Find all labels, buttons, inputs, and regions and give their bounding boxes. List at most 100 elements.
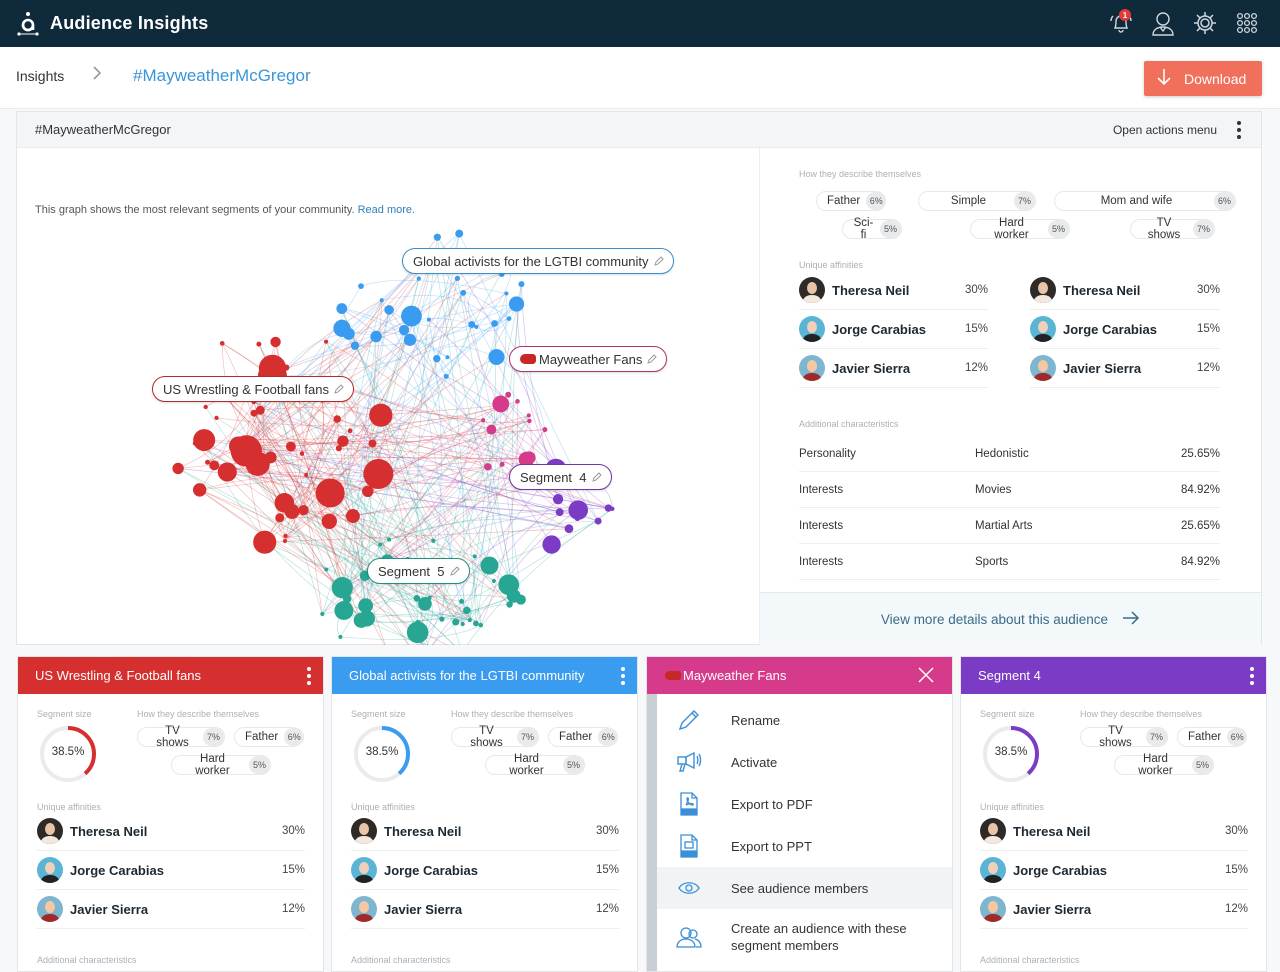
read-more-link[interactable]: Read more. xyxy=(357,204,416,216)
avatar xyxy=(799,277,825,303)
affinity-row[interactable]: Theresa Neil 30% xyxy=(980,812,1248,851)
edit-pencil-icon[interactable] xyxy=(646,353,658,365)
characteristic-category: Interests xyxy=(799,520,844,532)
more-vertical-icon[interactable] xyxy=(307,667,311,685)
affinity-row[interactable]: Theresa Neil 30% xyxy=(37,812,305,851)
menu-item-rename[interactable]: Rename xyxy=(657,699,952,741)
affinity-percentage: 12% xyxy=(281,903,305,915)
segments-network-graph[interactable]: This graph shows the most relevant segme… xyxy=(17,148,759,645)
graph-label-mayweather[interactable]: Mayweather Fans xyxy=(509,346,668,372)
affinity-row[interactable]: Javier Sierra 12% xyxy=(799,349,988,388)
app-logo-icon[interactable] xyxy=(16,10,40,38)
more-vertical-icon[interactable] xyxy=(621,667,625,685)
affinity-name: Jorge Carabias xyxy=(1013,862,1107,878)
affinity-name: Jorge Carabias xyxy=(1063,321,1157,337)
avatar xyxy=(980,818,1006,844)
view-more-details-link[interactable]: View more details about this audience xyxy=(760,592,1261,645)
characteristic-percentage: 84.92% xyxy=(1180,556,1220,568)
download-label: Download xyxy=(1184,70,1247,87)
characteristics-section-label: Additional characteristics xyxy=(799,419,899,429)
breadcrumb-insights-link[interactable]: Insights xyxy=(16,68,65,84)
characteristic-percentage: 25.65% xyxy=(1180,448,1220,460)
edit-pencil-icon[interactable] xyxy=(591,471,603,483)
segment-size-label: Segment size xyxy=(980,709,1035,719)
describe-tag: Simple 7% xyxy=(918,191,1036,211)
edit-pencil-icon[interactable] xyxy=(333,383,345,395)
graph-label-us-wrestling[interactable]: US Wrestling & Football fans xyxy=(152,376,354,402)
edit-pencil-icon[interactable] xyxy=(653,255,665,267)
graph-label-lgtbi[interactable]: Global activists for the LGTBI community xyxy=(402,248,674,274)
avatar xyxy=(37,857,63,883)
affinity-row[interactable]: Jorge Carabias 15% xyxy=(351,851,619,890)
graph-label-segment-5[interactable]: Segment 5 xyxy=(367,558,470,584)
graph-label-segment-4[interactable]: Segment 4 xyxy=(509,464,612,490)
network-graph-canvas[interactable] xyxy=(17,148,759,645)
affinity-name: Theresa Neil xyxy=(1063,282,1141,298)
affinity-row[interactable]: Theresa Neil 30% xyxy=(1030,271,1220,310)
describe-tag: Father 6% xyxy=(816,191,887,211)
more-vertical-icon[interactable] xyxy=(1250,667,1254,685)
affinity-percentage: 12% xyxy=(1196,362,1220,374)
describe-tag: Father 6% xyxy=(234,727,305,747)
megaphone-icon xyxy=(675,748,703,776)
characteristic-row: Interests Martial Arts 25.65% xyxy=(799,508,1220,544)
avatar xyxy=(351,896,377,922)
settings-gear-icon[interactable] xyxy=(1190,8,1220,38)
menu-item-export-pdf[interactable]: Export to PDF xyxy=(657,783,952,825)
affinity-name: Javier Sierra xyxy=(384,901,463,917)
affinity-percentage: 30% xyxy=(281,825,305,837)
affinity-name: Jorge Carabias xyxy=(832,321,926,337)
characteristics-section-label: Additional characteristics xyxy=(351,955,451,965)
segment-card-header: US Wrestling & Football fans xyxy=(18,657,323,694)
download-button[interactable]: Download xyxy=(1144,61,1262,96)
affinity-name: Javier Sierra xyxy=(70,901,149,917)
affinity-percentage: 30% xyxy=(1224,825,1248,837)
affinity-name: Theresa Neil xyxy=(1013,823,1091,839)
affinity-row[interactable]: Javier Sierra 12% xyxy=(1030,349,1220,388)
affinity-percentage: 15% xyxy=(281,864,305,876)
top-navigation-bar: Audience Insights 1 xyxy=(0,0,1280,47)
affinity-row[interactable]: Javier Sierra 12% xyxy=(37,890,305,929)
characteristic-category: Personality xyxy=(799,448,856,460)
open-actions-menu-link[interactable]: Open actions menu xyxy=(1112,123,1217,137)
describe-tag: Hard worker 5% xyxy=(1114,753,1214,777)
affinity-name: Theresa Neil xyxy=(70,823,148,839)
card-title: #MayweatherMcGregor xyxy=(35,122,171,137)
describe-tag: Father 6% xyxy=(548,727,619,747)
affinity-row[interactable]: Theresa Neil 30% xyxy=(351,812,619,851)
describe-section-label: How they describe themselves xyxy=(451,709,574,719)
affinity-percentage: 15% xyxy=(595,864,619,876)
menu-item-see-members[interactable]: See audience members xyxy=(657,867,952,909)
segment-card-header: Segment 4 xyxy=(961,657,1266,694)
close-icon[interactable] xyxy=(918,667,934,686)
segment-size-donut xyxy=(40,726,96,782)
menu-item-create-audience[interactable]: Create an audience with these segment me… xyxy=(657,912,952,962)
affinity-row[interactable]: Theresa Neil 30% xyxy=(799,271,988,310)
affinity-row[interactable]: Jorge Carabias 15% xyxy=(1030,310,1220,349)
segment-card-us-wrestling: US Wrestling & Football fans Segment siz… xyxy=(17,656,324,972)
describe-tag: Sci-fi 5% xyxy=(842,217,902,241)
pdf-file-icon xyxy=(675,790,703,818)
affinity-row[interactable]: Jorge Carabias 15% xyxy=(37,851,305,890)
more-vertical-icon[interactable] xyxy=(1237,121,1241,139)
notifications-bell-icon[interactable]: 1 xyxy=(1106,8,1136,38)
affinity-percentage: 12% xyxy=(595,903,619,915)
menu-item-activate[interactable]: Activate xyxy=(657,741,952,783)
audience-details-pane: How they describe themselves Father 6% Si… xyxy=(760,148,1261,645)
menu-item-export-ppt[interactable]: Export to PPT xyxy=(657,825,952,867)
edit-pencil-icon[interactable] xyxy=(449,565,461,577)
describe-tag: TV shows 7% xyxy=(1080,725,1168,749)
avatar xyxy=(799,316,825,342)
affinity-row[interactable]: Javier Sierra 12% xyxy=(980,890,1248,929)
affinity-row[interactable]: Jorge Carabias 15% xyxy=(980,851,1248,890)
apps-grid-icon[interactable] xyxy=(1232,8,1262,38)
affinity-percentage: 12% xyxy=(964,362,988,374)
segment-card-header: Mayweather Fans xyxy=(647,657,952,694)
pane-divider xyxy=(759,148,760,645)
audience-overview-card: #MayweatherMcGregor Open actions menu Th… xyxy=(16,111,1262,645)
avatar xyxy=(980,857,1006,883)
affinity-row[interactable]: Javier Sierra 12% xyxy=(351,890,619,929)
user-profile-icon[interactable] xyxy=(1148,8,1178,38)
affinity-row[interactable]: Jorge Carabias 15% xyxy=(799,310,988,349)
affinity-name: Javier Sierra xyxy=(1013,901,1092,917)
